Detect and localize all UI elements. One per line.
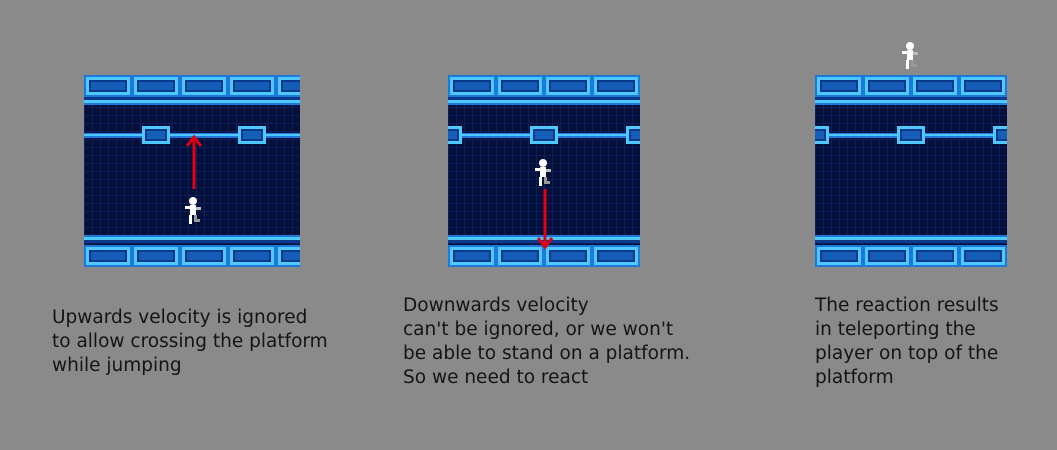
brick-shade xyxy=(139,252,173,260)
rail-block-shade xyxy=(243,131,261,139)
game-scene-3 xyxy=(815,42,1007,267)
player-figure xyxy=(185,197,201,224)
player-arm xyxy=(546,169,551,172)
player-leg xyxy=(911,60,914,67)
player-arm xyxy=(913,52,918,55)
arrow-head xyxy=(536,237,554,250)
player-arm xyxy=(185,206,190,209)
stripe xyxy=(448,97,640,100)
player-body xyxy=(540,167,546,177)
brick-shade xyxy=(822,252,856,260)
top-bricks-base xyxy=(448,75,640,97)
game-scene-2 xyxy=(448,75,640,267)
player-foot xyxy=(546,181,550,184)
one-way-platform xyxy=(448,126,640,144)
bottom-bricks-base xyxy=(448,245,640,267)
rail-block-shade xyxy=(998,131,1007,139)
brick-shade xyxy=(187,252,221,260)
player-body xyxy=(190,205,196,215)
brick-shade xyxy=(870,252,904,260)
rail-block-shade xyxy=(631,131,640,139)
top-bricks-base xyxy=(815,75,1007,97)
game-scene-1 xyxy=(84,75,300,267)
player-arm xyxy=(196,207,201,210)
bottom-platform xyxy=(84,235,300,267)
player-foot xyxy=(913,64,917,67)
panel-3-caption: The reaction results in teleporting the … xyxy=(815,295,999,388)
brick-shade xyxy=(599,252,633,260)
brick-shade xyxy=(918,252,952,260)
panel-1-caption: Upwards velocity is ignored to allow cro… xyxy=(52,307,328,376)
stripe xyxy=(815,237,1007,240)
stripe xyxy=(815,97,1007,100)
player-leg xyxy=(189,215,192,224)
player-head xyxy=(539,159,547,167)
one-way-platform xyxy=(815,126,1007,144)
velocity-arrow-up xyxy=(185,134,203,189)
player-leg xyxy=(194,215,197,222)
rail-block-shade xyxy=(535,131,553,139)
brick-shade xyxy=(503,82,537,90)
stripe xyxy=(815,235,1007,237)
player-head xyxy=(906,42,914,50)
brick-shade xyxy=(870,82,904,90)
rail-block-shade xyxy=(147,131,165,139)
arrow-head xyxy=(185,134,203,147)
stripe xyxy=(815,100,1007,103)
brick-shade xyxy=(91,82,125,90)
stripe xyxy=(448,103,640,105)
rail-block-shade xyxy=(448,131,457,139)
brick-shade xyxy=(551,252,585,260)
brick-shade xyxy=(139,82,173,90)
brick-shade xyxy=(283,82,300,90)
player-body xyxy=(907,50,913,60)
brick-shade xyxy=(966,82,1000,90)
player-leg xyxy=(539,177,542,186)
brick-shade xyxy=(599,82,633,90)
brick-shade xyxy=(235,82,269,90)
rail-highlight xyxy=(84,134,300,136)
stripe xyxy=(84,240,300,243)
brick-shade xyxy=(91,252,125,260)
brick-shade xyxy=(235,252,269,260)
stripe xyxy=(84,235,300,237)
player-head xyxy=(189,197,197,205)
brick-shade xyxy=(455,252,489,260)
stripe xyxy=(448,100,640,103)
brick-shade xyxy=(455,82,489,90)
bottom-bricks-base xyxy=(815,245,1007,267)
player-leg xyxy=(906,60,909,69)
top-platform xyxy=(448,75,640,105)
player-arm xyxy=(535,168,540,171)
brick-shade xyxy=(283,252,300,260)
brick-shade xyxy=(966,252,1000,260)
bottom-platform xyxy=(815,235,1007,267)
player-sprite xyxy=(902,42,918,69)
panel-2-caption: Downwards velocity can't be ignored, or … xyxy=(403,295,691,388)
stripe xyxy=(815,103,1007,105)
player-figure xyxy=(535,159,551,186)
stripe xyxy=(84,100,300,103)
stripe xyxy=(84,97,300,100)
rail-block-shade xyxy=(902,131,920,139)
stripe xyxy=(815,240,1007,243)
stripe xyxy=(84,103,300,105)
stripe xyxy=(84,237,300,240)
rail-block-shade xyxy=(815,131,824,139)
brick-shade xyxy=(822,82,856,90)
player-sprite xyxy=(535,159,551,186)
player-sprite xyxy=(185,197,201,224)
brick-shade xyxy=(187,82,221,90)
player-arm xyxy=(902,51,907,54)
top-platform xyxy=(84,75,300,105)
one-way-platform xyxy=(84,126,300,144)
player-leg xyxy=(544,177,547,184)
brick-shade xyxy=(503,252,537,260)
velocity-arrow-down xyxy=(536,189,554,250)
player-foot xyxy=(196,219,200,222)
player-figure xyxy=(902,42,918,69)
brick-shade xyxy=(551,82,585,90)
top-platform xyxy=(815,75,1007,105)
brick-shade xyxy=(918,82,952,90)
